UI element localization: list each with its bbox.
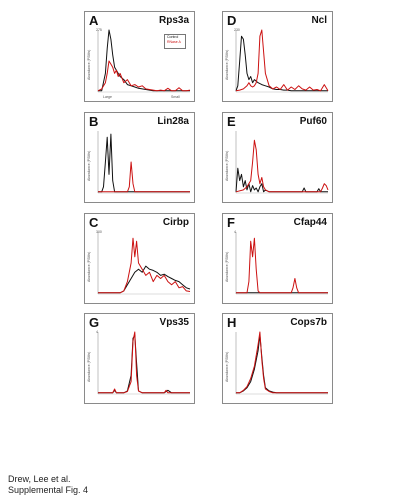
y-axis-label: Abundance (PSMs) bbox=[225, 150, 229, 182]
panel-a: A Rps3a Abundance (PSMs) 275 Control RNa… bbox=[84, 11, 195, 102]
series-line-control bbox=[98, 334, 190, 394]
panel-g: G Vps35 Abundance (PSMs) 4 bbox=[84, 313, 195, 404]
plot-area-a bbox=[97, 29, 191, 93]
series-line-rnase-a bbox=[98, 331, 190, 394]
panel-letter: H bbox=[227, 315, 237, 330]
legend-control: Control bbox=[167, 35, 179, 39]
panel-title: Ncl bbox=[311, 15, 327, 26]
footer-authors: Drew, Lee et al. bbox=[8, 474, 71, 484]
panel-d: D Ncl Abundance (PSMs) 230 bbox=[222, 11, 333, 102]
y-axis-label: Abundance (PSMs) bbox=[87, 351, 91, 383]
panel-letter: D bbox=[227, 13, 237, 28]
y-axis-label: Abundance (PSMs) bbox=[225, 251, 229, 283]
panel-b: B Lin28a Abundance (PSMs) bbox=[84, 112, 195, 203]
panel-c: C Cirbp Abundance (PSMs) 300 bbox=[84, 213, 195, 304]
panel-e: E Puf60 Abundance (PSMs) bbox=[222, 112, 333, 203]
legend-rnase: RNase A bbox=[167, 40, 181, 44]
series-line-control bbox=[235, 35, 328, 92]
y-axis-label: Abundance (PSMs) bbox=[225, 351, 229, 383]
plot-area-e bbox=[235, 131, 329, 194]
series-line-control bbox=[98, 265, 191, 294]
x-label-left: Large bbox=[103, 95, 112, 99]
y-max-label: 4 bbox=[234, 230, 236, 234]
footer-figure-label: Supplemental Fig. 4 bbox=[8, 485, 89, 495]
panel-title: Cirbp bbox=[162, 217, 189, 228]
series-line-rnase-a bbox=[97, 60, 191, 92]
panel-letter: B bbox=[89, 114, 99, 129]
panel-title: Rps3a bbox=[158, 15, 189, 26]
panel-title: Cops7b bbox=[290, 317, 327, 328]
y-max-label: 230 bbox=[234, 28, 240, 32]
panel-title: Puf60 bbox=[299, 116, 327, 127]
series-line-rnase-a bbox=[98, 237, 191, 294]
panel-letter: E bbox=[227, 114, 236, 129]
series-line-rnase-a bbox=[236, 331, 328, 394]
plot-area-d bbox=[235, 29, 329, 93]
plot-area-c bbox=[97, 232, 191, 295]
series-line-rnase-a bbox=[98, 161, 190, 193]
panel-title: Lin28a bbox=[157, 116, 189, 127]
panel-title: Vps35 bbox=[159, 317, 189, 328]
panel-letter: A bbox=[89, 13, 99, 28]
plot-area-g bbox=[97, 331, 190, 395]
plot-area-b bbox=[97, 131, 190, 194]
y-axis-label: Abundance (PSMs) bbox=[87, 251, 91, 283]
x-label-right: Small bbox=[171, 95, 180, 99]
y-axis-label: Abundance (PSMs) bbox=[225, 49, 229, 81]
series-line-rnase-a bbox=[235, 29, 329, 92]
panel-letter: G bbox=[89, 315, 100, 330]
series-line-control bbox=[235, 167, 328, 193]
series-line-rnase-a bbox=[236, 237, 328, 294]
series-line-rnase-a bbox=[235, 139, 329, 193]
y-max-label: 275 bbox=[96, 28, 102, 32]
y-axis-label: Abundance (PSMs) bbox=[87, 49, 91, 81]
y-max-label: 4 bbox=[96, 330, 98, 334]
plot-area-h bbox=[235, 331, 328, 395]
panel-f: F Cfap44 Abundance (PSMs) 4 bbox=[222, 213, 333, 304]
plot-area-f bbox=[235, 232, 328, 295]
series-line-control bbox=[236, 334, 328, 394]
panel-h: H Cops7b Abundance (PSMs) bbox=[222, 313, 333, 404]
panel-letter: C bbox=[89, 215, 99, 230]
panel-title: Cfap44 bbox=[293, 217, 327, 228]
y-axis-label: Abundance (PSMs) bbox=[87, 150, 91, 182]
series-line-control bbox=[98, 133, 190, 193]
panel-letter: F bbox=[227, 215, 235, 230]
y-max-label: 300 bbox=[96, 230, 102, 234]
legend: Control RNase A bbox=[164, 34, 186, 49]
